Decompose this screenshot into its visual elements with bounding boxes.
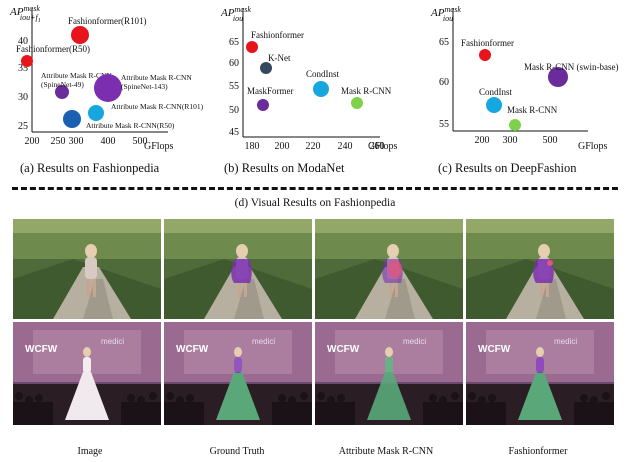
y-tick-label-a: 30 bbox=[18, 92, 28, 103]
point-a-attr-spinenet49 bbox=[55, 85, 69, 99]
x-tick-label-a: 300 bbox=[69, 136, 84, 147]
label-fashionformer-b: Fashionformer bbox=[251, 30, 304, 40]
svg-text:WCFW: WCFW bbox=[478, 344, 511, 355]
point-a-attr-r50 bbox=[63, 110, 81, 128]
x-axis-label-c: GFlops bbox=[578, 141, 608, 152]
y-axis-label-b: APmask iou bbox=[220, 5, 251, 23]
x-tick-label-a: 500 bbox=[133, 136, 148, 147]
label-attr-spinenet49-a-line2: (SpineNet-49) bbox=[41, 80, 84, 89]
x-tick-label-c: 500 bbox=[543, 135, 558, 146]
label-attr-r101-a: Attribute Mask R-CNN(R101) bbox=[111, 102, 204, 111]
photo-park-fashionformer bbox=[466, 219, 614, 319]
point-c-fashionformer bbox=[479, 49, 491, 61]
label-condinst-c: CondInst bbox=[479, 87, 513, 97]
svg-text:medici: medici bbox=[403, 337, 426, 346]
label-fashionformer-r101-a: Fashionformer(R101) bbox=[68, 16, 147, 26]
y-axis-label-c: APmask iou bbox=[430, 5, 461, 23]
point-b-maskformer bbox=[257, 99, 269, 111]
x-tick-label-a: 200 bbox=[25, 136, 40, 147]
point-c-condinst bbox=[486, 97, 502, 113]
svg-text:medici: medici bbox=[554, 337, 577, 346]
label-mask-rcnn-c: Mask R-CNN bbox=[507, 105, 558, 115]
photo-runway-image: WCFW medici bbox=[13, 322, 161, 425]
svg-text:WCFW: WCFW bbox=[176, 344, 209, 355]
label-condinst-b: CondInst bbox=[306, 69, 340, 79]
point-b-knet bbox=[260, 62, 272, 74]
svg-text:WCFW: WCFW bbox=[25, 344, 58, 355]
y-tick-label-b: 60 bbox=[229, 58, 239, 69]
x-tick-label-c: 300 bbox=[503, 135, 518, 146]
x-tick-label-b: 180 bbox=[245, 141, 260, 152]
svg-text:WCFW: WCFW bbox=[327, 344, 360, 355]
column-label-attribute-mask-rcnn: Attribute Mask R-CNN bbox=[338, 446, 434, 457]
column-label-ground-truth: Ground Truth bbox=[209, 446, 265, 457]
point-a-fashionformer-r50 bbox=[21, 55, 33, 67]
x-tick-label-b: 220 bbox=[306, 141, 321, 152]
x-tick-label-a: 400 bbox=[101, 136, 116, 147]
point-b-fashionformer bbox=[246, 41, 258, 53]
point-c-mask-rcnn bbox=[509, 119, 521, 131]
point-a-attr-r101 bbox=[88, 105, 104, 121]
photo-park-attribute-mask-rcnn bbox=[315, 219, 463, 319]
x-axis-label-a: GFlops bbox=[144, 141, 174, 152]
photo-park-ground-truth bbox=[164, 219, 312, 319]
y-tick-label-b: 45 bbox=[229, 127, 239, 138]
label-attr-spinenet143-a-line2: (SpineNet-143) bbox=[121, 82, 168, 91]
y-tick-label-a: 40 bbox=[18, 36, 28, 47]
photo-runway-fashionformer: WCFW medici bbox=[466, 322, 614, 425]
x-tick-label-a: 250 bbox=[51, 136, 66, 147]
label-maskformer-b: MaskFormer bbox=[247, 86, 294, 96]
point-a-fashionformer-r101 bbox=[71, 26, 89, 44]
y-tick-label-b: 50 bbox=[229, 105, 239, 116]
x-tick-label-b: 260 bbox=[370, 141, 385, 152]
point-c-mask-rcnn-swin bbox=[548, 67, 568, 87]
label-mask-rcnn-swin-c: Mask R-CNN (swin-base) bbox=[524, 62, 619, 72]
y-tick-label-a: 35 bbox=[18, 63, 28, 74]
label-knet-b: K-Net bbox=[268, 53, 291, 63]
photo-runway-ground-truth: WCFW medici bbox=[164, 322, 312, 425]
label-fashionformer-c: Fashionformer bbox=[461, 38, 514, 48]
point-b-condinst bbox=[313, 81, 329, 97]
label-attr-spinenet49-a: Attribute Mask R-CNN bbox=[41, 71, 112, 80]
svg-text:medici: medici bbox=[101, 337, 124, 346]
photo-runway-attribute-mask-rcnn: WCFW medici bbox=[315, 322, 463, 425]
y-tick-label-b: 65 bbox=[229, 37, 239, 48]
x-tick-label-c: 200 bbox=[475, 135, 490, 146]
label-mask-rcnn-b: Mask R-CNN bbox=[341, 86, 392, 96]
column-label-fashionformer: Fashionformer bbox=[508, 446, 568, 457]
point-b-mask-rcnn bbox=[351, 97, 363, 109]
caption-c: (c) Results on DeepFashion bbox=[438, 161, 577, 175]
label-attr-r50-a: Attribute Mask R-CNN(R50) bbox=[86, 121, 175, 130]
divider-dashed-line bbox=[12, 187, 618, 190]
y-tick-label-c: 60 bbox=[439, 77, 449, 88]
x-tick-label-b: 240 bbox=[338, 141, 353, 152]
label-fashionformer-r50-a: Fashionformer(R50) bbox=[16, 44, 90, 54]
y-tick-label-c: 65 bbox=[439, 37, 449, 48]
y-axis-label-a: APmask iou+f1 bbox=[9, 4, 41, 24]
visual-results-caption: (d) Visual Results on Fashionpedia bbox=[234, 197, 396, 209]
x-axis-label-b: GFlops bbox=[368, 141, 398, 152]
label-attr-spinenet143-a: Attribute Mask R-CNN bbox=[121, 73, 192, 82]
svg-text:medici: medici bbox=[252, 337, 275, 346]
y-tick-label-b: 55 bbox=[229, 81, 239, 92]
y-tick-label-c: 55 bbox=[439, 119, 449, 130]
photo-park-image bbox=[13, 219, 161, 319]
column-label-image: Image bbox=[77, 446, 103, 457]
x-tick-label-b: 200 bbox=[275, 141, 290, 152]
caption-a: (a) Results on Fashionpedia bbox=[20, 161, 160, 175]
point-a-attr-spinenet143 bbox=[94, 74, 122, 102]
y-tick-label-a: 25 bbox=[18, 121, 28, 132]
caption-b: (b) Results on ModaNet bbox=[224, 161, 345, 175]
